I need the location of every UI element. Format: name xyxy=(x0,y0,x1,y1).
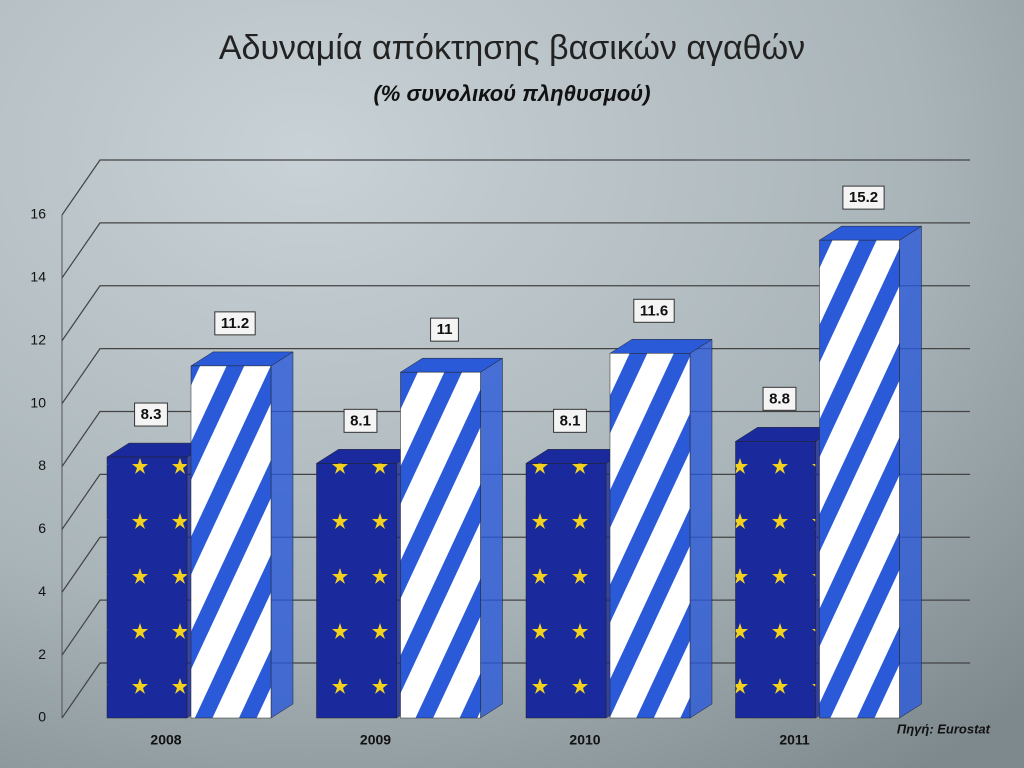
bar xyxy=(400,371,481,719)
x-tick-label: 2010 xyxy=(569,732,600,748)
value-label: 8.3 xyxy=(141,406,162,423)
x-tick-label: 2009 xyxy=(360,732,391,748)
y-tick-label: 16 xyxy=(30,206,46,222)
bar-side xyxy=(689,338,713,719)
value-label-box xyxy=(430,317,459,342)
y-tick-label: 4 xyxy=(38,583,46,599)
value-label-box xyxy=(214,311,256,336)
bar xyxy=(609,353,691,719)
value-label-box xyxy=(842,185,885,210)
value-label: 8.1 xyxy=(560,412,581,429)
value-label: 15.2 xyxy=(849,189,878,206)
bar xyxy=(316,463,397,719)
y-tick-label: 8 xyxy=(38,457,46,473)
bar xyxy=(190,365,272,719)
bar xyxy=(735,441,816,719)
chart-title: Αδυναμία απόκτησης βασικών αγαθών xyxy=(219,29,805,67)
value-label-box xyxy=(633,298,675,323)
bar-side xyxy=(899,225,922,719)
value-label: 8.1 xyxy=(350,412,371,429)
value-label-box xyxy=(553,408,587,433)
bar-side xyxy=(270,351,294,719)
x-tick-label: 2011 xyxy=(779,732,810,748)
source-note: Πηγή: Eurostat xyxy=(897,721,991,736)
bar xyxy=(106,456,188,719)
grid-line xyxy=(61,285,970,342)
chart-subtitle: (% συνολικού πληθυσμού) xyxy=(373,81,650,106)
value-label: 11 xyxy=(437,321,453,338)
grid-line xyxy=(61,222,970,279)
y-tick-label: 12 xyxy=(30,331,46,347)
bar xyxy=(819,239,900,719)
value-label: 8.8 xyxy=(769,390,790,407)
grid-line xyxy=(61,159,970,216)
value-label-box xyxy=(343,408,378,433)
y-tick-label: 2 xyxy=(38,646,46,662)
y-tick-label: 10 xyxy=(30,394,46,410)
bar xyxy=(525,463,607,719)
value-label-box xyxy=(134,402,168,427)
x-tick-label: 2008 xyxy=(150,732,181,748)
value-label: 11.6 xyxy=(640,302,668,319)
y-tick-label: 14 xyxy=(30,269,46,285)
bar-side xyxy=(480,357,503,719)
y-tick-label: 0 xyxy=(38,709,46,725)
value-label: 11.2 xyxy=(221,315,249,332)
y-tick-label: 6 xyxy=(38,520,46,536)
value-label-box xyxy=(762,386,797,411)
